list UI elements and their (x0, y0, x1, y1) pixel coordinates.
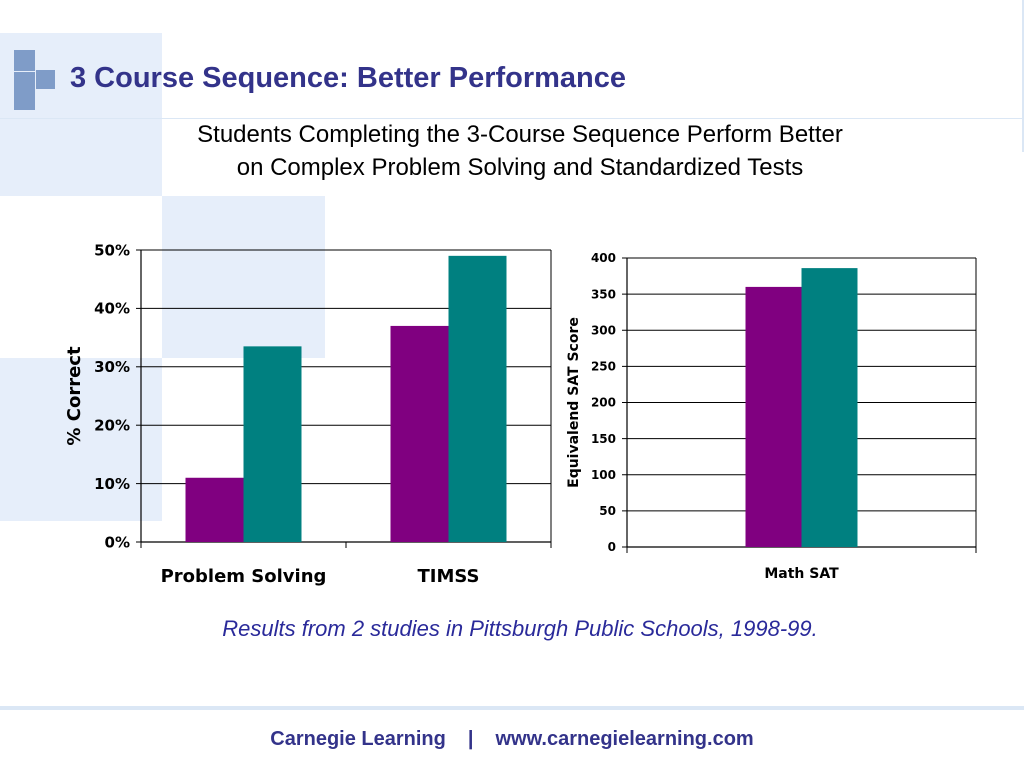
chart-1-bar-teal (243, 346, 302, 542)
slide-title: 3 Course Sequence: Better Performance (70, 62, 627, 94)
chart-1-ytick-label: 30% (94, 358, 130, 376)
caption: Results from 2 studies in Pittsburgh Pub… (222, 616, 818, 641)
subtitle-line-1: Students Completing the 3-Course Sequenc… (197, 121, 843, 148)
chart-2-ytick-label: 200 (591, 396, 616, 410)
chart-1-ytick-label: 20% (94, 416, 130, 434)
chart-2-ytick-label: 150 (591, 432, 616, 446)
chart-2-ytick-label: 100 (591, 468, 616, 482)
chart-1-bar-purple (390, 325, 449, 542)
chart-1-category-label: Problem Solving (161, 566, 327, 587)
chart-2-ytick-label: 50 (599, 504, 616, 518)
chart-1-category-label: TIMSS (417, 566, 479, 587)
chart-2-ytick-label: 300 (591, 323, 616, 337)
footer: Carnegie Learning | www.carnegielearning.c… (0, 728, 1024, 751)
chart-1-ytick-label: 50% (94, 241, 130, 259)
chart-2-ytick-label: 0 (608, 540, 616, 554)
chart-1-bar-teal (448, 255, 507, 542)
footer-company: Carnegie Learning (270, 728, 446, 750)
decor-block-left (0, 358, 162, 521)
chart-2-y-axis-title: Equivalend SAT Score (566, 317, 582, 488)
chart-1-ytick-label: 10% (94, 475, 130, 493)
title-rule-end (1022, 0, 1024, 152)
chart-1-ytick-label: 40% (94, 300, 130, 318)
chart-2-bar-purple (745, 286, 802, 547)
chart-2-ytick-label: 250 (591, 360, 616, 374)
chart-1-y-axis-title: % Correct (64, 346, 85, 446)
chart-1-bar-purple (185, 477, 244, 542)
decor-block-middle (162, 196, 325, 358)
chart-2-ytick-label: 400 (591, 251, 616, 265)
footer-rule (0, 706, 1024, 710)
chart-1-ytick-label: 0% (105, 533, 130, 551)
footer-url[interactable]: www.carnegielearning.com (495, 728, 754, 750)
subtitle: Students Completing the 3-Course Sequenc… (0, 118, 1024, 184)
chart-2-category-label: Math SAT (764, 566, 839, 582)
title-rule (0, 118, 1024, 119)
chart-2-bar-teal (801, 268, 858, 547)
subtitle-line-2: on Complex Problem Solving and Standardi… (236, 154, 804, 181)
chart-2-ytick-label: 350 (591, 287, 616, 301)
footer-separator: | (467, 728, 474, 750)
